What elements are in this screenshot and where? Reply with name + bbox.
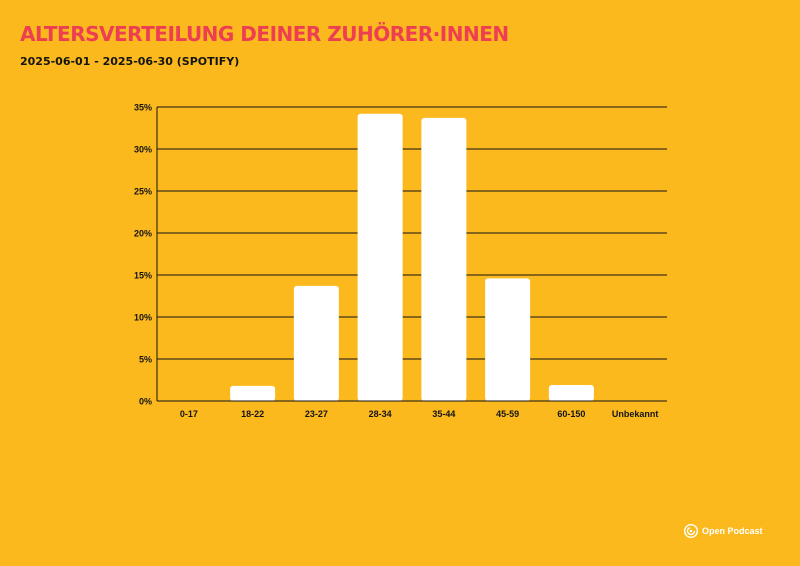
y-tick-label: 20% — [134, 229, 152, 239]
y-tick-label: 25% — [134, 187, 152, 197]
y-tick-label: 5% — [139, 355, 152, 365]
x-tick-label: 23-27 — [305, 409, 328, 419]
brand: Open Podcast — [684, 524, 763, 538]
x-tick-label: 35-44 — [432, 409, 455, 419]
brand-name: Open Podcast — [702, 526, 763, 536]
bar-28-34 — [357, 113, 403, 401]
x-tick-label: 28-34 — [369, 409, 392, 419]
bar-23-27 — [293, 285, 339, 401]
bar-35-44 — [421, 117, 467, 402]
y-tick-label: 35% — [134, 103, 152, 113]
chart-title: Altersverteilung deiner Zuhörer·innen — [20, 22, 509, 46]
bar-18-22 — [230, 385, 276, 401]
y-tick-label: 0% — [139, 397, 152, 407]
y-tick-label: 10% — [134, 313, 152, 323]
open-podcast-logo-icon — [684, 524, 698, 538]
bar-45-59 — [485, 278, 531, 401]
x-tick-label: Unbekannt — [612, 409, 659, 419]
chart-subtitle: 2025-06-01 - 2025-06-30 (SPOTIFY) — [20, 55, 240, 68]
x-tick-label: 60-150 — [557, 409, 585, 419]
bar-60-150 — [548, 385, 594, 401]
y-tick-label: 15% — [134, 271, 152, 281]
y-tick-label: 30% — [134, 145, 152, 155]
x-tick-label: 18-22 — [241, 409, 264, 419]
x-tick-label: 45-59 — [496, 409, 519, 419]
x-tick-label: 0-17 — [180, 409, 198, 419]
